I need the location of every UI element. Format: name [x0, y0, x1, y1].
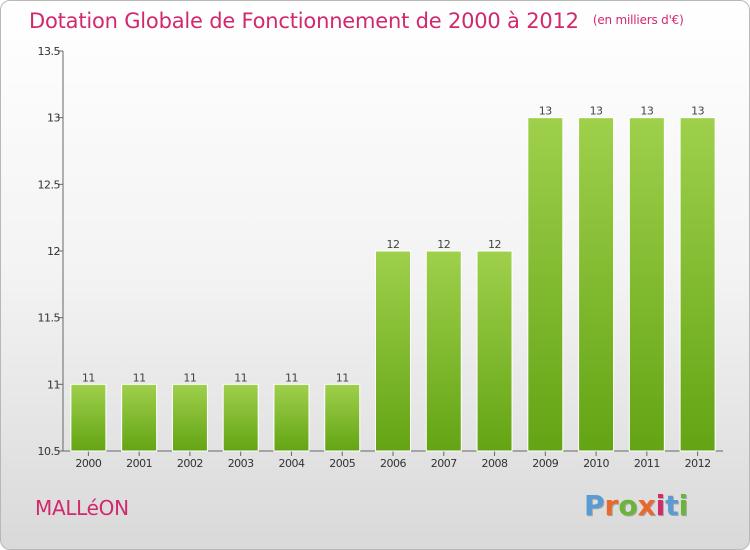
x-tick-label: 2003 — [228, 457, 254, 470]
bar-2010 — [578, 117, 615, 452]
data-label: 12 — [488, 238, 501, 251]
bar-2012 — [679, 117, 716, 452]
logo-letter: x — [637, 489, 656, 522]
y-tick-label: 10.5 — [38, 445, 61, 458]
bar-2002 — [171, 383, 208, 452]
proxiti-logo: Proxiti — [584, 489, 688, 522]
bar-2003 — [222, 383, 259, 452]
bar-2008 — [476, 250, 513, 452]
data-label: 11 — [133, 371, 146, 384]
y-tick-label: 11 — [47, 378, 60, 391]
logo-letter: i — [655, 489, 666, 522]
data-label: 11 — [82, 371, 95, 384]
y-tick-label: 13 — [47, 112, 60, 125]
data-label: 11 — [285, 371, 298, 384]
x-tick-label: 2001 — [126, 457, 152, 470]
data-label: 11 — [234, 371, 247, 384]
bar-2004 — [273, 383, 310, 452]
logo-letter: P — [584, 489, 605, 522]
data-label: 11 — [183, 371, 196, 384]
bar-layer — [70, 117, 716, 452]
chart-title-text: Dotation Globale de Fonctionnement de 20… — [29, 9, 579, 33]
data-label: 11 — [336, 371, 349, 384]
x-tick-label: 2004 — [278, 457, 304, 470]
y-tick-label: 13.5 — [38, 45, 61, 58]
bar-2009 — [527, 117, 564, 452]
axis-layer: 10.5 11 11.5 12 12.5 13 13.5 2000 2001 2002 2003 20… — [38, 45, 723, 470]
x-tick-label: 2012 — [685, 457, 711, 470]
x-tick-label: 2005 — [329, 457, 355, 470]
data-label: 12 — [437, 238, 450, 251]
y-tick-label: 12.5 — [38, 178, 61, 191]
logo-letter: o — [618, 489, 638, 522]
data-label: 13 — [539, 105, 552, 118]
y-tick-label: 11.5 — [38, 312, 61, 325]
logo-letter: i — [678, 489, 689, 522]
x-tick-label: 2010 — [583, 457, 609, 470]
data-label: 13 — [691, 105, 704, 118]
chart-title: Dotation Globale de Fonctionnement de 20… — [29, 9, 684, 33]
x-tick-label: 2011 — [634, 457, 660, 470]
bar-2007 — [425, 250, 462, 452]
x-tick-label: 2000 — [75, 457, 101, 470]
y-tick-label: 12 — [47, 245, 60, 258]
bar-2000 — [70, 383, 107, 452]
data-label: 13 — [640, 105, 653, 118]
data-label: 12 — [387, 238, 400, 251]
chart-unit-label: (en milliers d'€) — [592, 13, 684, 27]
logo-letter: t — [665, 489, 679, 522]
bar-2001 — [121, 383, 158, 452]
x-tick-label: 2006 — [380, 457, 406, 470]
x-tick-label: 2002 — [177, 457, 203, 470]
logo-letter: r — [604, 489, 619, 522]
commune-name: MALLéON — [35, 496, 129, 520]
label-layer: 11 11 11 11 11 11 12 12 12 13 13 13 13 — [82, 105, 705, 385]
x-tick-label: 2009 — [532, 457, 558, 470]
x-tick-label: 2008 — [482, 457, 508, 470]
x-tick-label: 2007 — [431, 457, 457, 470]
data-label: 13 — [590, 105, 603, 118]
bar-2011 — [628, 117, 665, 452]
bar-2005 — [324, 383, 361, 452]
bar-2006 — [375, 250, 411, 452]
